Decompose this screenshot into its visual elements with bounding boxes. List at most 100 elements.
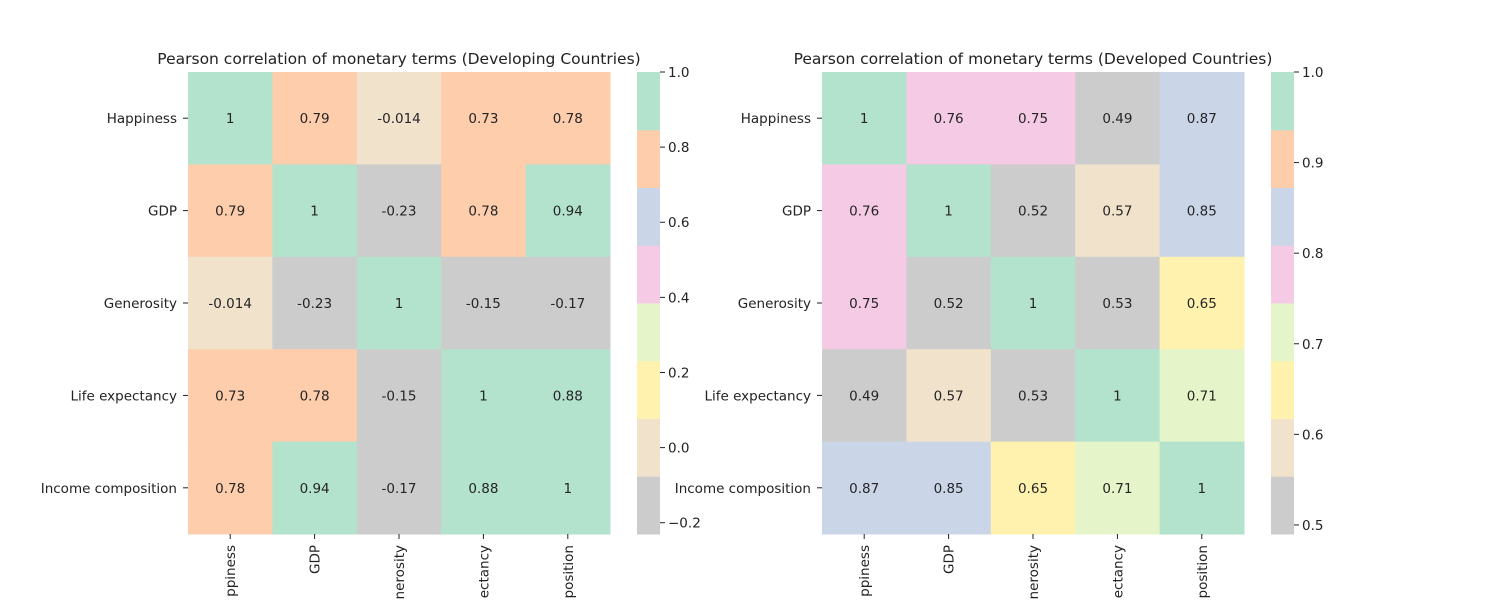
cell-value-label: 1 — [1198, 481, 1207, 497]
cell-value-label: 0.79 — [215, 204, 245, 220]
heatmap-cell — [356, 164, 442, 258]
heatmap-cell — [906, 256, 992, 350]
heatmap-cell — [906, 441, 992, 535]
cell-value-label: 1 — [310, 204, 319, 220]
chart-title-developing: Pearson correlation of monetary terms (D… — [157, 50, 640, 68]
cell-value-label: -0.17 — [382, 481, 417, 497]
cell-value-label: 0.57 — [934, 388, 964, 404]
colorbar-segment — [637, 72, 660, 131]
heatmap-cell — [822, 349, 907, 443]
cell-value-label: 0.71 — [1102, 481, 1132, 497]
heatmap-cell — [441, 72, 527, 165]
heatmap-cell — [272, 441, 358, 535]
heatmap-cell — [441, 441, 527, 535]
heatmap-cell — [1159, 441, 1245, 535]
cell-value-label: -0.014 — [377, 111, 421, 127]
x-tick-label: GDP — [942, 545, 958, 574]
cell-value-label: 0.88 — [468, 481, 498, 497]
y-tick-label: GDP — [148, 204, 177, 220]
cell-value-label: 0.65 — [1187, 296, 1217, 312]
cell-value-label: 0.75 — [1018, 111, 1048, 127]
x-tick-label: ectancy — [1110, 545, 1126, 598]
cell-value-label: 0.85 — [934, 481, 964, 497]
cell-value-label: 0.53 — [1102, 296, 1132, 312]
heatmap-cell — [272, 349, 358, 443]
colorbar-tick-label: 0.2 — [668, 365, 689, 381]
colorbar-tick-label: 0.8 — [1302, 246, 1323, 262]
cell-value-label: 0.57 — [1102, 204, 1132, 220]
heatmap-cell — [525, 256, 611, 350]
colorbar-segment — [1271, 72, 1294, 131]
colorbar-tick-label: 0.6 — [1302, 427, 1323, 443]
cell-value-label: 0.78 — [468, 204, 498, 220]
heatmap-cell — [356, 441, 442, 535]
heatmap-cell — [990, 256, 1076, 350]
heatmap-cell — [188, 349, 273, 443]
heatmap-cell — [990, 72, 1076, 165]
cell-value-label: 0.52 — [934, 296, 964, 312]
cell-value-label: 1 — [1029, 296, 1038, 312]
colorbar-segment — [1271, 418, 1294, 477]
cell-value-label: 1 — [395, 296, 404, 312]
heatmap-cell — [1075, 256, 1161, 350]
y-tick-label: Life expectancy — [704, 388, 811, 404]
cell-value-label: -0.15 — [382, 388, 417, 404]
heatmap-cell — [356, 349, 442, 443]
colorbar-tick-label: 1.0 — [1302, 65, 1323, 81]
heatmap-cell — [441, 256, 527, 350]
x-tick-label: position — [561, 545, 577, 598]
colorbar-segment — [1271, 476, 1294, 535]
cell-value-label: 0.75 — [849, 296, 879, 312]
heatmap-cell — [1075, 164, 1161, 258]
heatmap-cell — [1159, 256, 1245, 350]
colorbar-segment — [1271, 187, 1294, 246]
colorbar-tick-label: 0.0 — [668, 441, 689, 457]
cell-value-label: 0.78 — [553, 111, 583, 127]
cell-value-label: 0.94 — [300, 481, 330, 497]
cell-value-label: 0.71 — [1187, 388, 1217, 404]
cell-value-label: 1 — [226, 111, 235, 127]
cell-value-label: 1 — [944, 204, 953, 220]
cell-value-label: 0.53 — [1018, 388, 1048, 404]
y-tick-label: Happiness — [107, 111, 177, 127]
x-tick-label: ppiness — [223, 545, 239, 597]
cell-value-label: -0.15 — [466, 296, 501, 312]
cell-value-label: 1 — [1113, 388, 1122, 404]
heatmap-cell — [990, 164, 1076, 258]
heatmap-cell — [906, 164, 992, 258]
colorbar-tick-label: 0.5 — [1302, 518, 1323, 534]
heatmap-cell — [525, 164, 611, 258]
colorbar-tick-label: 1.0 — [668, 65, 689, 81]
y-tick-label: Life expectancy — [70, 388, 177, 404]
colorbar-tick-label: 0.6 — [668, 215, 689, 231]
x-tick-label: ppiness — [857, 545, 873, 597]
heatmap-developing: Pearson correlation of monetary terms (D… — [41, 50, 701, 599]
cell-value-label: 0.94 — [553, 204, 583, 220]
cell-value-label: 0.88 — [553, 388, 583, 404]
heatmap-cell — [822, 72, 907, 165]
colorbar-segment — [1271, 360, 1294, 419]
heatmap-cell — [525, 441, 611, 535]
heatmap-cell — [822, 164, 907, 258]
heatmap-cell — [188, 441, 273, 535]
colorbar-segment — [637, 418, 660, 477]
heatmap-cell — [822, 256, 907, 350]
heatmap-cell — [1159, 72, 1245, 165]
heatmap-cell — [525, 72, 611, 165]
x-tick-label: GDP — [308, 545, 324, 574]
heatmap-cell — [822, 441, 907, 535]
colorbar-segment — [637, 245, 660, 304]
cell-value-label: 0.79 — [300, 111, 330, 127]
colorbar-tick-label: 0.7 — [1302, 337, 1323, 353]
y-tick-label: Income composition — [41, 481, 177, 497]
heatmap-cell — [1075, 72, 1161, 165]
cell-value-label: -0.23 — [382, 204, 417, 220]
heatmap-cell — [1159, 349, 1245, 443]
cell-value-label: 0.76 — [849, 204, 879, 220]
chart-title-developed: Pearson correlation of monetary terms (D… — [794, 50, 1273, 68]
heatmap-cell — [272, 256, 358, 350]
heatmap-cell — [906, 72, 992, 165]
cell-value-label: -0.23 — [297, 296, 332, 312]
y-tick-label: Generosity — [104, 296, 177, 312]
